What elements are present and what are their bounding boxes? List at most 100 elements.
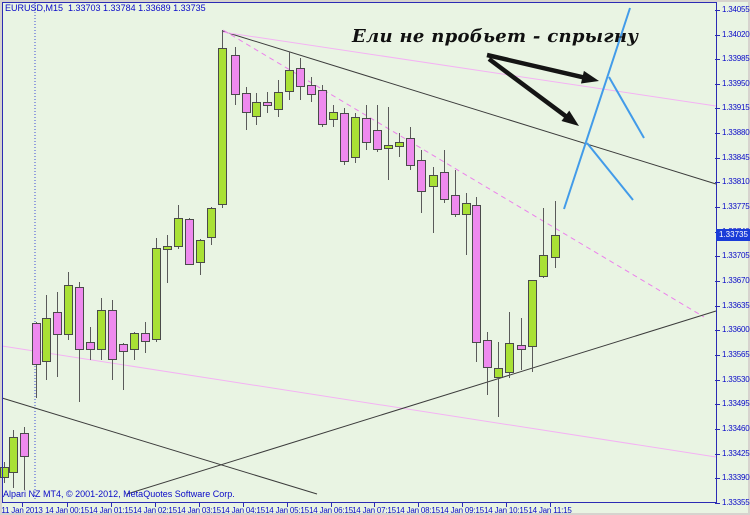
candle-wick — [555, 201, 556, 268]
candle-bull — [0, 467, 9, 478]
candle-bull — [539, 255, 548, 277]
candle-wick — [433, 167, 434, 233]
black-ascending-support[interactable] — [126, 310, 717, 495]
candle-wick — [466, 193, 467, 255]
time-tick — [199, 503, 200, 507]
time-tick-label: 14 Jan 02:15 — [133, 506, 177, 515]
candle-bear — [75, 287, 84, 350]
price-tick-label: 1.33705 — [722, 251, 750, 260]
time-tick — [506, 503, 507, 507]
candle-bull — [64, 285, 73, 335]
time-tick-label: 14 Jan 11:15 — [528, 506, 572, 515]
candle-bear — [440, 172, 449, 200]
black-descending-left-line[interactable] — [1, 397, 318, 495]
candle-bear — [20, 433, 29, 457]
candle-bull — [285, 70, 294, 92]
price-axis[interactable]: 1.34055 1.34020 1.33985 1.33950 1.33915 1.338… — [715, 0, 750, 515]
price-tick — [715, 158, 720, 159]
candle-wick — [167, 235, 168, 283]
price-tick-label: 1.33530 — [722, 375, 750, 384]
candle-bull — [429, 175, 438, 187]
price-tick — [715, 84, 720, 85]
candle-bull — [384, 145, 393, 149]
candle-bull — [152, 248, 161, 340]
price-tick — [715, 182, 720, 183]
time-tick — [462, 503, 463, 507]
price-tick-label: 1.34055 — [722, 5, 750, 14]
price-tick-label: 1.33355 — [722, 498, 750, 507]
annotation-arrow[interactable] — [487, 57, 573, 122]
time-tick-label: 14 Jan 01:15 — [89, 506, 133, 515]
time-tick — [418, 503, 419, 507]
time-tick — [550, 503, 551, 507]
candle-bear — [263, 102, 272, 106]
candle-bull — [196, 240, 205, 263]
price-tick-label: 1.33460 — [722, 424, 750, 433]
price-tick — [715, 503, 720, 504]
price-tick — [715, 429, 720, 430]
annotation-arrowhead[interactable] — [561, 110, 579, 126]
price-tick — [715, 59, 720, 60]
candle-bear — [472, 205, 481, 343]
time-tick — [287, 503, 288, 507]
time-tick — [331, 503, 332, 507]
candle-bear — [307, 85, 316, 95]
candle-bear — [373, 130, 382, 150]
price-tick-label: 1.34020 — [722, 30, 750, 39]
candle-bear — [141, 333, 150, 342]
price-tick — [715, 256, 720, 257]
price-tick — [715, 355, 720, 356]
candle-bull — [218, 48, 227, 205]
candle-bear — [451, 195, 460, 215]
blue-forecast-branch-lower[interactable] — [586, 142, 634, 201]
price-tick-label: 1.33565 — [722, 350, 750, 359]
price-tick-label: 1.33495 — [722, 399, 750, 408]
candle-bull — [252, 102, 261, 117]
price-tick-label: 1.33915 — [722, 103, 750, 112]
candle-bear — [108, 310, 117, 360]
price-tick — [715, 330, 720, 331]
price-tick-label: 1.33950 — [722, 79, 750, 88]
price-tick-label: 1.33425 — [722, 449, 750, 458]
candle-bear — [296, 68, 305, 87]
time-tick — [374, 503, 375, 507]
blue-forecast-branch-upper[interactable] — [608, 76, 645, 139]
time-tick-label: 14 Jan 10:15 — [484, 506, 528, 515]
price-tick — [715, 10, 720, 11]
price-tick — [715, 306, 720, 307]
pink-lower-line[interactable] — [1, 345, 717, 458]
black-descending-resistance[interactable] — [221, 30, 717, 185]
pink-descending-resistance[interactable] — [221, 31, 717, 107]
chart-annotation-text[interactable]: Ели не пробьет - спрыгну — [352, 26, 639, 47]
blue-forecast-main[interactable] — [563, 7, 631, 210]
candle-bull — [130, 333, 139, 350]
time-tick — [67, 503, 68, 507]
price-tick-label: 1.33600 — [722, 325, 750, 334]
time-axis[interactable]: 11 Jan 2013 14 Jan 00:15 14 Jan 01:15 14 Ja… — [0, 502, 750, 515]
price-tick-label: 1.33985 — [722, 54, 750, 63]
price-tick-label: 1.33880 — [722, 128, 750, 137]
annotation-arrowhead[interactable] — [580, 70, 599, 84]
annotation-arrow[interactable] — [486, 52, 590, 81]
candle-bull — [462, 203, 471, 215]
candle-bull — [163, 246, 172, 250]
price-tick — [715, 207, 720, 208]
time-tick — [22, 503, 23, 507]
candle-bull — [329, 112, 338, 120]
candle-bear — [483, 340, 492, 368]
candle-wick — [521, 318, 522, 370]
price-tick-label: 1.33670 — [722, 276, 750, 285]
copyright-watermark: Alpari NZ MT4, © 2001-2012, MetaQuotes S… — [3, 489, 235, 499]
candle-bear — [517, 345, 526, 350]
candle-wick — [377, 105, 378, 152]
time-tick — [111, 503, 112, 507]
price-tick — [715, 108, 720, 109]
price-tick-label: 1.33775 — [722, 202, 750, 211]
candle-bear — [119, 344, 128, 352]
time-tick-label: 14 Jan 09:15 — [440, 506, 484, 515]
price-tick-label: 1.33635 — [722, 301, 750, 310]
candle-bull — [351, 117, 360, 158]
candle-wick — [498, 342, 499, 417]
